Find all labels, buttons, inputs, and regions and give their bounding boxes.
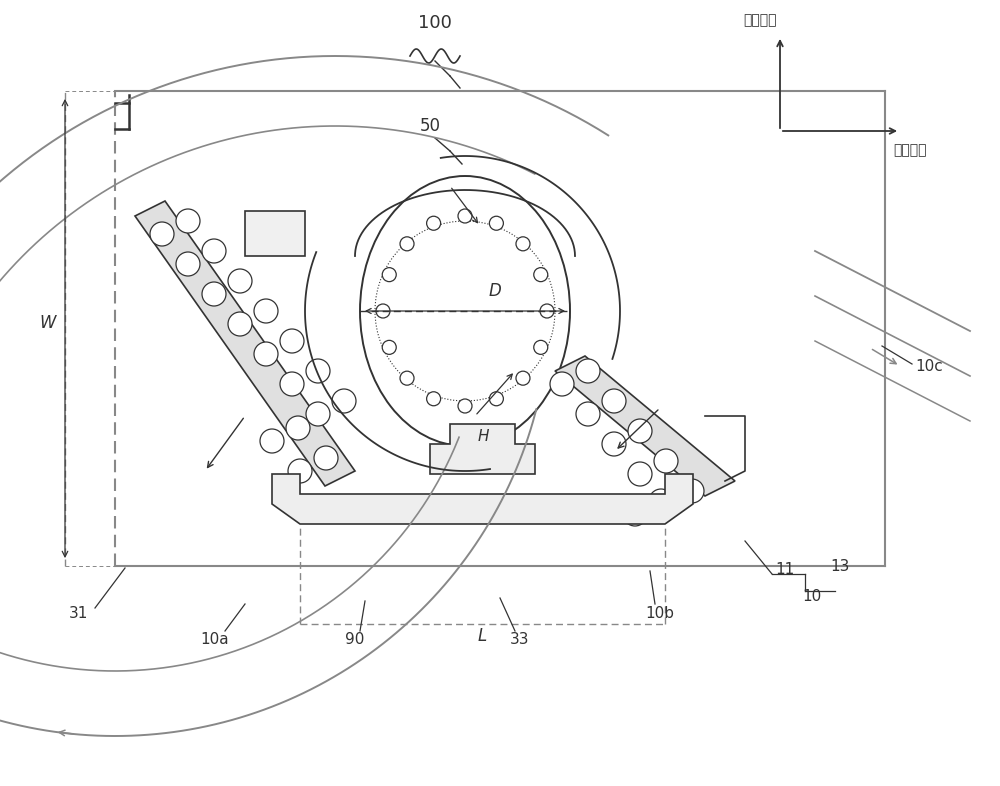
Circle shape [202,282,226,306]
Circle shape [260,429,284,453]
Circle shape [314,446,338,470]
Text: H: H [477,429,489,444]
Text: 10a: 10a [201,632,229,647]
Circle shape [280,329,304,353]
Text: 高度方向: 高度方向 [743,13,777,27]
Circle shape [306,402,330,426]
Polygon shape [272,474,693,524]
Circle shape [602,432,626,456]
Circle shape [550,372,574,396]
Circle shape [176,209,200,233]
Text: 10: 10 [802,589,822,604]
Circle shape [628,419,652,443]
Circle shape [602,389,626,413]
Circle shape [628,462,652,486]
Circle shape [280,372,304,396]
Polygon shape [555,356,735,496]
Circle shape [534,340,548,354]
Circle shape [516,237,530,251]
Text: 90: 90 [345,632,365,647]
Circle shape [228,312,252,336]
Circle shape [306,359,330,383]
Text: 33: 33 [510,632,530,647]
Circle shape [332,389,356,413]
Circle shape [254,342,278,366]
Text: W: W [40,314,56,332]
Circle shape [623,502,647,526]
Circle shape [680,479,704,503]
Circle shape [654,449,678,473]
Circle shape [458,399,472,413]
Circle shape [489,391,503,406]
Circle shape [534,268,548,281]
Circle shape [176,252,200,276]
Circle shape [649,489,673,513]
Circle shape [516,371,530,385]
Circle shape [228,269,252,293]
Circle shape [576,359,600,383]
Polygon shape [135,201,355,486]
Text: D: D [489,282,501,300]
Text: 10b: 10b [646,606,674,621]
Circle shape [400,237,414,251]
Circle shape [427,216,441,230]
Text: 50: 50 [420,117,440,135]
Circle shape [202,239,226,263]
Circle shape [376,304,390,318]
Text: 10c: 10c [915,359,943,374]
Polygon shape [430,424,535,474]
Text: L: L [477,627,487,645]
Circle shape [427,391,441,406]
Circle shape [400,371,414,385]
Circle shape [288,459,312,483]
Circle shape [540,304,554,318]
Bar [245,211,305,256]
Circle shape [654,492,678,516]
Circle shape [458,209,472,223]
Circle shape [489,216,503,230]
Circle shape [382,268,396,281]
Circle shape [286,416,310,440]
Circle shape [576,402,600,426]
Text: 31: 31 [68,606,88,621]
Text: 100: 100 [418,14,452,32]
Circle shape [150,222,174,246]
Text: 11: 11 [775,562,795,577]
Text: 13: 13 [830,559,850,574]
Circle shape [254,299,278,323]
Circle shape [382,340,396,354]
Text: 宽度方向: 宽度方向 [893,143,927,157]
